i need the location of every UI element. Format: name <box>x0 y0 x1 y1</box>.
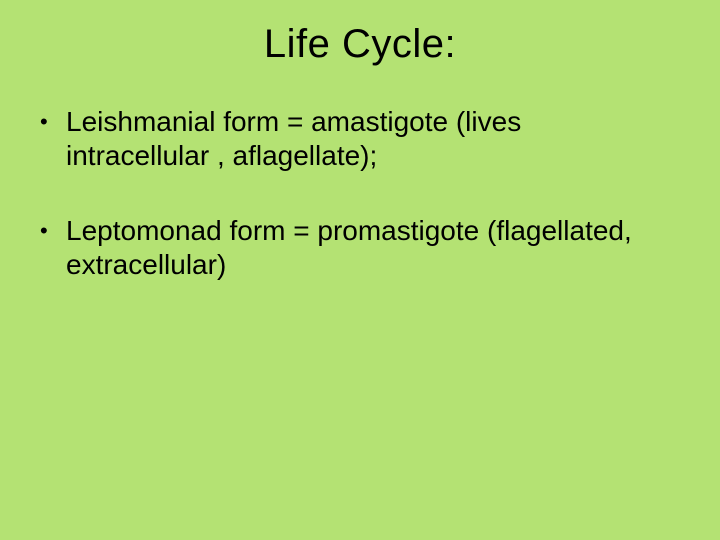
list-item: • Leishmanial form = amastigote (lives i… <box>40 105 660 172</box>
bullet-icon: • <box>40 105 66 135</box>
bullet-icon: • <box>40 214 66 244</box>
bullet-text: Leishmanial form = amastigote (lives int… <box>66 105 660 172</box>
slide: Life Cycle: • Leishmanial form = amastig… <box>0 0 720 540</box>
list-item: • Leptomonad form = promastigote (flagel… <box>40 214 660 281</box>
bullet-text: Leptomonad form = promastigote (flagella… <box>66 214 660 281</box>
slide-body: • Leishmanial form = amastigote (lives i… <box>0 77 720 281</box>
slide-title: Life Cycle: <box>0 0 720 77</box>
